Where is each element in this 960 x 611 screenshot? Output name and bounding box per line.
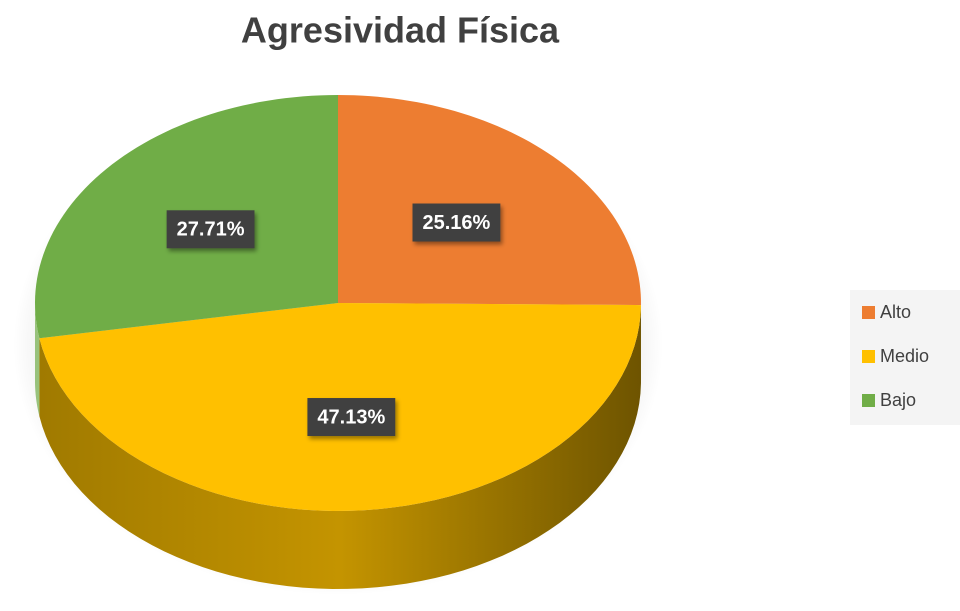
slice-side xyxy=(39,305,641,589)
legend-swatch xyxy=(862,350,875,363)
data-label: 25.16% xyxy=(423,212,491,234)
data-label: 47.13% xyxy=(317,406,385,428)
data-label-box xyxy=(166,210,255,249)
data-label-box xyxy=(412,203,501,242)
data-label-box xyxy=(307,398,396,437)
legend-label: Medio xyxy=(880,346,929,366)
legend-label: Bajo xyxy=(880,390,916,410)
slice-side xyxy=(35,303,40,417)
data-label: 27.71% xyxy=(177,219,245,241)
chart-title: Agresividad Física xyxy=(241,10,560,51)
slice xyxy=(338,95,641,306)
legend-swatch xyxy=(862,394,875,407)
legend-label: Alto xyxy=(880,302,911,322)
legend-swatch xyxy=(862,306,875,319)
